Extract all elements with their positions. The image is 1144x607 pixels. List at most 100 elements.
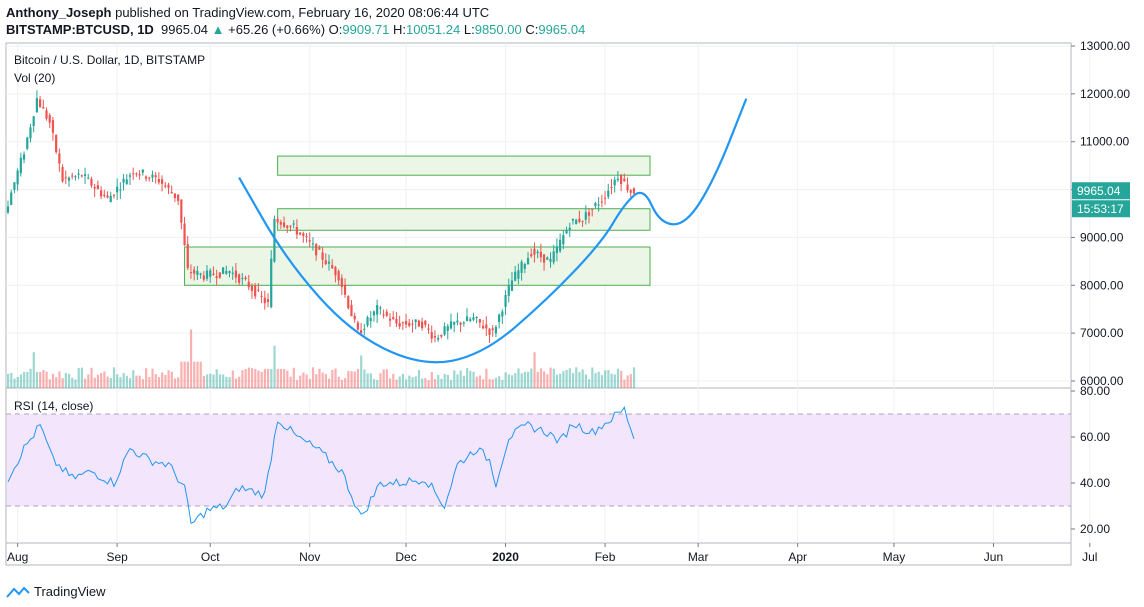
volume-bar [443, 373, 446, 388]
candle-body [45, 110, 48, 119]
candle-body [154, 175, 157, 178]
volume-bar [135, 375, 138, 388]
author-name[interactable]: Anthony_Joseph [6, 5, 112, 20]
volume-bar [315, 374, 318, 388]
candle-body [517, 270, 520, 279]
candle-body [244, 277, 247, 280]
volume-bar [93, 377, 96, 388]
candle-body [209, 270, 212, 277]
candle-body [584, 212, 587, 220]
candle-body [35, 98, 38, 113]
volume-bar [244, 369, 247, 388]
candle-body [327, 261, 331, 264]
candle-body [465, 316, 469, 322]
candle-body [562, 235, 565, 245]
candle-body [160, 179, 164, 184]
volume-bar [32, 352, 35, 388]
y-tick-label: 8000.00 [1080, 278, 1124, 292]
candle-body [221, 267, 225, 275]
volume-bar [308, 379, 311, 388]
volume-bar [247, 367, 250, 388]
volume-bar [267, 368, 270, 388]
candle-body [340, 278, 343, 288]
candle-body [177, 194, 180, 201]
candle-body [363, 328, 366, 330]
volume-bar [51, 373, 55, 388]
volume-bar [575, 367, 578, 388]
volume-bar [74, 379, 77, 388]
volume-bar [112, 367, 116, 388]
volume-bar [555, 374, 559, 388]
candle-body [241, 278, 244, 280]
candle-body [186, 244, 189, 269]
candle-body [491, 328, 494, 331]
candle-body [427, 328, 430, 330]
pane-title: Bitcoin / U.S. Dollar, 1D, BITSTAMP [14, 53, 205, 67]
tradingview-logo[interactable]: TradingView [6, 584, 106, 599]
volume-bar [87, 374, 90, 388]
volume-bar [260, 371, 263, 388]
rsi-line [7, 406, 635, 525]
candle-body [360, 330, 363, 334]
volume-bar [613, 374, 616, 388]
price-badge-text: 9965.04 [1077, 184, 1121, 198]
candle-body [507, 285, 510, 296]
x-tick-label: Jul [1082, 550, 1097, 564]
volume-bar [520, 373, 523, 388]
volume-bar [363, 369, 366, 388]
volume-bar [379, 373, 382, 388]
volume-bar [337, 376, 340, 388]
volume-bar [501, 379, 504, 388]
candle-body [424, 320, 427, 325]
candle-body [299, 232, 302, 235]
volume-bar [189, 329, 193, 388]
volume-bar [433, 379, 437, 388]
candle-body [600, 201, 603, 203]
candle-body [64, 177, 67, 179]
candle-body [199, 273, 202, 275]
candle-body [51, 120, 55, 133]
candle-body [157, 179, 160, 183]
x-tick-label: May [883, 550, 906, 564]
volume-label: Vol (20) [14, 71, 55, 85]
volume-bar [504, 372, 507, 388]
volume-bar [183, 361, 186, 388]
candle-body [135, 173, 138, 175]
volume-bar [385, 369, 388, 388]
candle-body [32, 116, 35, 127]
candle-body [141, 169, 144, 173]
volume-bar [523, 371, 527, 388]
candle-body [90, 178, 93, 186]
candle-body [103, 194, 106, 196]
volume-bar [466, 368, 469, 388]
countdown-badge [1072, 200, 1130, 218]
candle-body [71, 175, 74, 177]
candle-body [205, 270, 209, 279]
candle-body [266, 299, 270, 303]
candle-body [302, 233, 305, 236]
volume-bar [472, 371, 475, 388]
candle-body [597, 204, 600, 206]
volume-bar [382, 369, 385, 388]
volume-bar [533, 352, 536, 388]
candle-body [308, 240, 311, 242]
volume-bar [35, 371, 39, 388]
candle-body [408, 322, 411, 326]
volume-bar [510, 375, 514, 388]
volume-bar [530, 368, 533, 388]
candle-body [388, 318, 392, 321]
volume-bar [376, 379, 379, 388]
candle-body [116, 186, 119, 193]
volume-bar [485, 368, 488, 388]
projection-curve [238, 98, 748, 364]
candle-body [125, 179, 128, 185]
candle-body [87, 177, 90, 179]
zone-box-2 [277, 208, 651, 231]
volume-bar [462, 375, 466, 388]
volume-bar [546, 374, 549, 388]
volume-bar [475, 376, 478, 388]
candle-body [263, 297, 266, 304]
candle-body [55, 135, 58, 153]
candle-body [494, 326, 498, 334]
